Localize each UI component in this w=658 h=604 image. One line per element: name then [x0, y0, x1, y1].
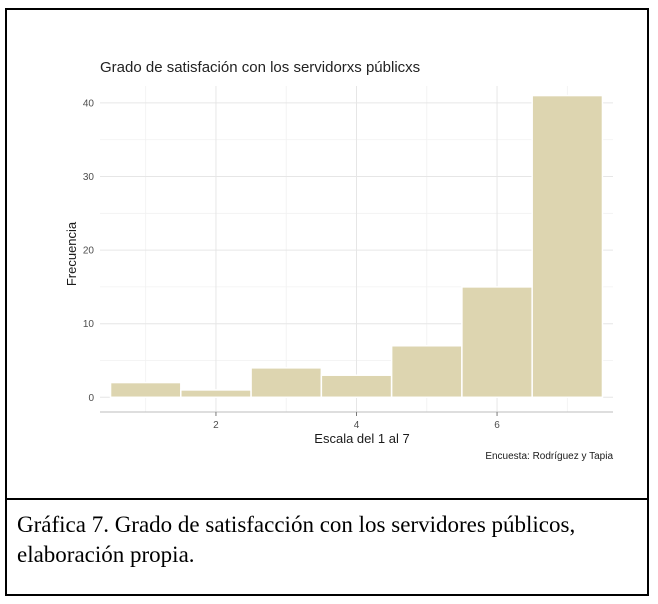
x-tick-label: 6: [494, 420, 500, 431]
y-axis-ticks: 0 10 20 30 40: [83, 98, 95, 403]
y-tick-label: 10: [83, 319, 95, 330]
y-tick-label: 30: [83, 172, 95, 183]
bar: [531, 94, 604, 399]
bar: [250, 367, 323, 399]
y-tick-label: 40: [83, 98, 95, 109]
y-tick-label: 0: [88, 393, 94, 404]
x-tick-label: 2: [213, 420, 219, 431]
bar: [320, 374, 393, 399]
x-tick-label: 4: [354, 420, 360, 431]
x-axis-label: Escala del 1 al 7: [314, 431, 409, 446]
chart-title: Grado de satisfación con los servidorxs …: [100, 59, 420, 76]
x-axis-ticks: 2 4 6: [213, 412, 500, 431]
histogram-chart: 2 4 6 0 10 20 30 40 Grado de satisfación con l…: [64, 59, 613, 462]
figure-frame: 2 4 6 0 10 20 30 40 Grado de satisfación con l…: [5, 8, 649, 596]
bar: [109, 381, 182, 399]
figure-caption: Gráfica 7. Grado de satisfacción con los…: [17, 512, 576, 567]
bars-group: [109, 94, 604, 399]
bar: [180, 389, 252, 399]
source-caption: Encuesta: Rodríguez y Tapia: [485, 451, 613, 462]
y-tick-label: 20: [83, 246, 95, 257]
bar: [461, 286, 533, 399]
y-axis-label: Frecuencia: [64, 221, 79, 286]
bar: [390, 345, 463, 399]
caption-divider: [7, 498, 647, 500]
